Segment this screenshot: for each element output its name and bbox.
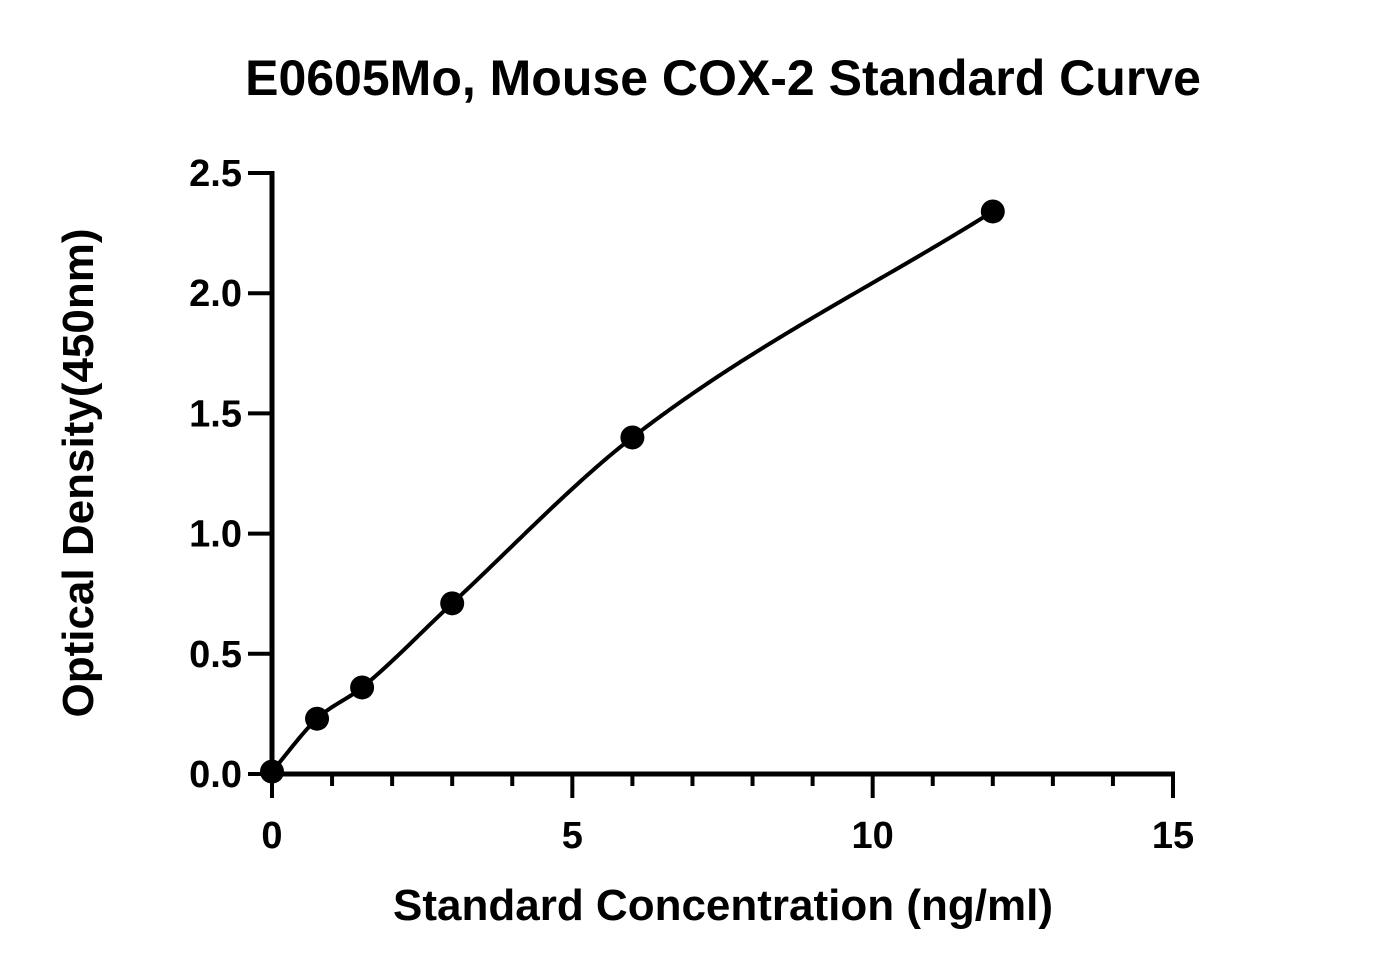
x-axis-label: Standard Concentration (ng/ml)	[393, 881, 1053, 930]
y-tick-label: 2.5	[189, 153, 242, 195]
x-tick-label: 15	[1152, 815, 1194, 857]
x-tick-label: 5	[562, 815, 583, 857]
data-point	[305, 706, 330, 731]
y-axis: 0.0 0.5 1.0 1.5 2.0 2.5	[189, 153, 275, 796]
x-tick-label: 0	[261, 815, 282, 857]
data-point	[980, 199, 1005, 224]
y-tick-label: 0.5	[189, 634, 242, 676]
data-point	[350, 675, 375, 700]
y-tick-label: 1.5	[189, 393, 242, 435]
y-axis-label: Optical Density(450nm)	[54, 228, 103, 717]
fit-curve-layer	[270, 209, 994, 773]
chart-title: E0605Mo, Mouse COX-2 Standard Curve	[245, 50, 1201, 106]
y-tick-label: 1.0	[189, 514, 242, 556]
plot-area	[260, 199, 1005, 784]
data-point	[620, 425, 645, 450]
x-axis: 0 5 10 15	[261, 771, 1194, 857]
x-tick-label: 10	[852, 815, 894, 857]
fit-curve	[270, 209, 994, 773]
y-tick-label: 0.0	[189, 754, 242, 796]
y-tick-label: 2.0	[189, 273, 242, 315]
data-points-layer	[260, 199, 1005, 784]
data-point	[440, 591, 465, 616]
